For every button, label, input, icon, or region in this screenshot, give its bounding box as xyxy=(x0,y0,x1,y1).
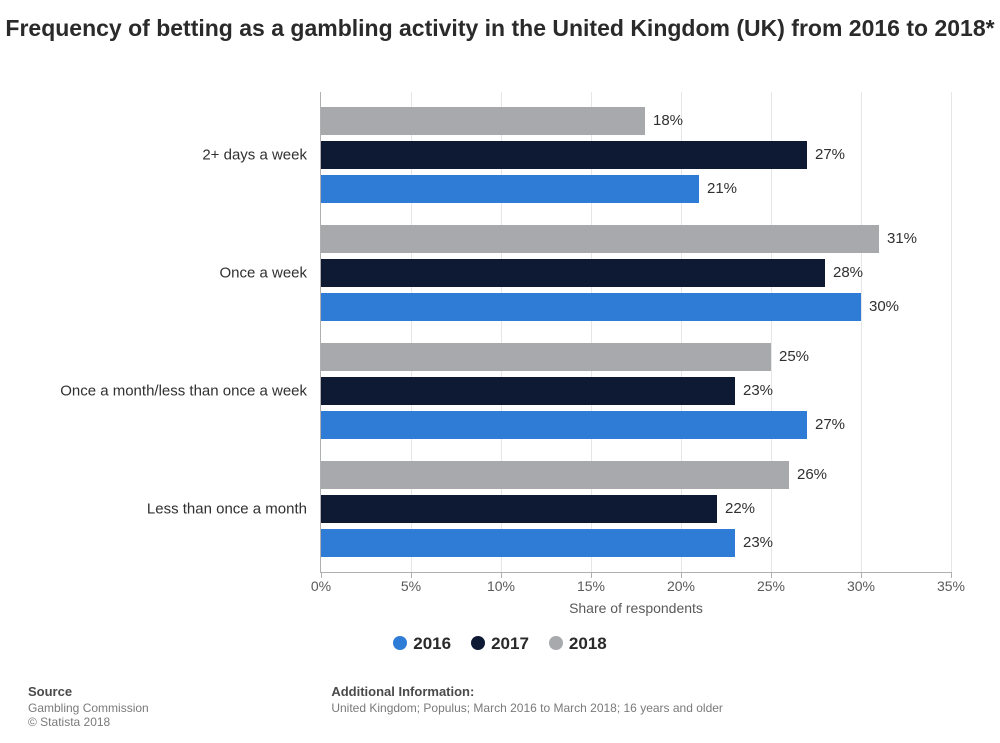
category-label: Once a week xyxy=(17,265,321,282)
x-axis-label: Share of respondents xyxy=(321,600,951,616)
bar-2018: 26% xyxy=(321,461,789,489)
bar-value-label: 27% xyxy=(807,141,845,169)
footer-source-header: Source xyxy=(28,684,328,699)
bar-value-label: 22% xyxy=(717,495,755,523)
bar-2017: 27% xyxy=(321,141,807,169)
bar-2017: 22% xyxy=(321,495,717,523)
bar-value-label: 28% xyxy=(825,259,863,287)
category-label: 2+ days a week xyxy=(17,147,321,164)
category-label: Once a month/less than once a week xyxy=(17,383,321,400)
bar-2017: 23% xyxy=(321,377,735,405)
legend-swatch xyxy=(393,636,407,650)
bar-value-label: 23% xyxy=(735,377,773,405)
x-tick-label: 0% xyxy=(291,572,351,594)
bar-value-label: 30% xyxy=(861,293,899,321)
legend-label: 2018 xyxy=(569,634,607,653)
x-tick-label: 20% xyxy=(651,572,711,594)
legend-label: 2017 xyxy=(491,634,529,653)
legend-item: 2017 xyxy=(471,634,529,654)
x-tick-label: 35% xyxy=(921,572,981,594)
bar-value-label: 31% xyxy=(879,225,917,253)
footer-additional-header: Additional Information: xyxy=(331,684,931,699)
category-label: Less than once a month xyxy=(17,501,321,518)
chart-title: Frequency of betting as a gambling activ… xyxy=(0,14,1000,43)
bar-2017: 28% xyxy=(321,259,825,287)
footer-source-line: Gambling Commission xyxy=(28,701,328,715)
bar-value-label: 25% xyxy=(771,343,809,371)
bar-value-label: 21% xyxy=(699,175,737,203)
bar-2018: 25% xyxy=(321,343,771,371)
bar-2018: 31% xyxy=(321,225,879,253)
bar-2016: 27% xyxy=(321,411,807,439)
legend-item: 2016 xyxy=(393,634,451,654)
x-tick-label: 10% xyxy=(471,572,531,594)
bar-2016: 30% xyxy=(321,293,861,321)
bar-2018: 18% xyxy=(321,107,645,135)
gridline xyxy=(861,92,862,572)
legend-swatch xyxy=(549,636,563,650)
chart-container: Frequency of betting as a gambling activ… xyxy=(0,0,1000,743)
bar-value-label: 26% xyxy=(789,461,827,489)
bar-2016: 23% xyxy=(321,529,735,557)
footer-additional-line: United Kingdom; Populus; March 2016 to M… xyxy=(331,701,931,715)
x-tick-label: 5% xyxy=(381,572,441,594)
bar-value-label: 27% xyxy=(807,411,845,439)
plot-area: Share of respondents 0%5%10%15%20%25%30%… xyxy=(320,92,951,573)
x-tick-label: 15% xyxy=(561,572,621,594)
bar-value-label: 18% xyxy=(645,107,683,135)
legend-item: 2018 xyxy=(549,634,607,654)
bar-value-label: 23% xyxy=(735,529,773,557)
x-tick-label: 25% xyxy=(741,572,801,594)
footer: Source Gambling Commission © Statista 20… xyxy=(28,684,972,729)
footer-additional: Additional Information: United Kingdom; … xyxy=(331,684,931,715)
x-tick-label: 30% xyxy=(831,572,891,594)
bar-2016: 21% xyxy=(321,175,699,203)
legend-swatch xyxy=(471,636,485,650)
footer-source: Source Gambling Commission © Statista 20… xyxy=(28,684,328,729)
legend-label: 2016 xyxy=(413,634,451,653)
footer-source-line: © Statista 2018 xyxy=(28,715,328,729)
gridline xyxy=(951,92,952,572)
legend: 2016 2017 2018 xyxy=(0,634,1000,654)
